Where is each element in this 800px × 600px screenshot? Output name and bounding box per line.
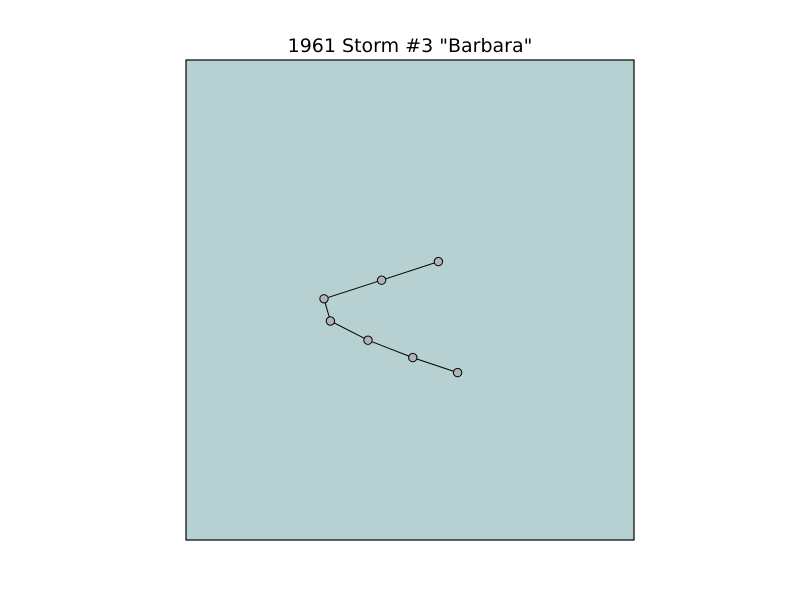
map-title: 1961 Storm #3 "Barbara" — [287, 35, 533, 57]
track-point-marker — [325, 316, 336, 326]
track-point-marker — [376, 275, 387, 285]
track-point-marker — [408, 352, 418, 363]
track-point-marker — [319, 294, 329, 304]
map-frame — [185, 59, 635, 541]
track-point-marker — [363, 335, 373, 345]
track-point-marker — [433, 256, 444, 267]
storm-track-markers — [319, 256, 463, 378]
ocean-background — [186, 60, 634, 540]
track-point-marker — [452, 367, 463, 378]
